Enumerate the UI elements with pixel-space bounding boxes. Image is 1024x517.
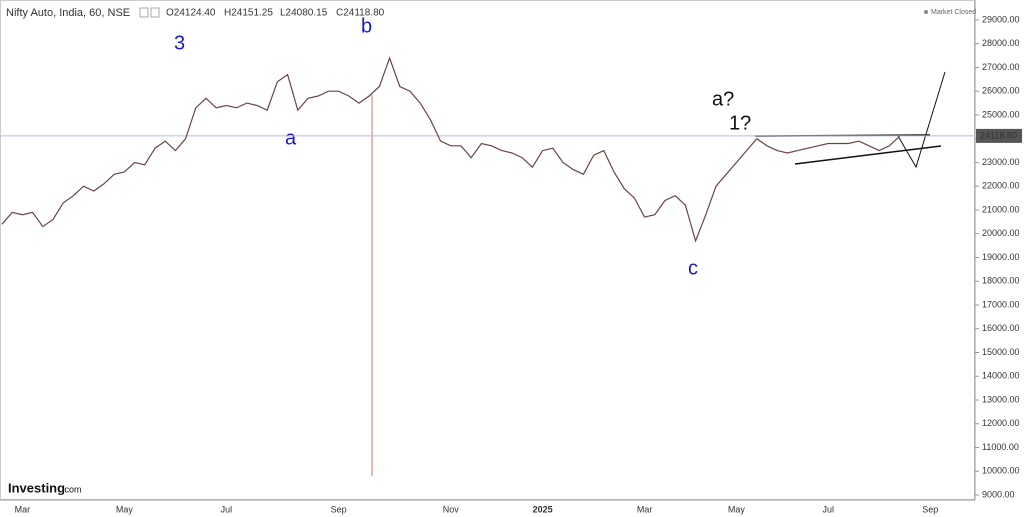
y-tick-label: 19000.00	[982, 252, 1020, 262]
icon	[139, 7, 149, 18]
last-price-box	[976, 128, 1022, 143]
y-tick-label: 27000.00	[982, 62, 1020, 72]
y-tick-label: 22000.00	[982, 181, 1020, 191]
y-tick-label: 9000.00	[982, 489, 1015, 499]
icon	[150, 7, 160, 18]
brand: Investing	[8, 480, 65, 495]
triangle-bottom	[794, 145, 942, 165]
ohlc-open: O24124.40	[166, 8, 216, 19]
ohlc-low: L24080.15	[280, 8, 328, 19]
ohlc-high: H24151.25	[224, 8, 273, 19]
status-dot	[924, 10, 928, 14]
y-tick-label: 16000.00	[982, 323, 1020, 333]
wave-label: 3	[174, 32, 185, 54]
wave-label: a	[285, 127, 297, 149]
y-tick-label: 28000.00	[982, 38, 1020, 48]
y-tick-label: 14000.00	[982, 371, 1020, 381]
y-tick-label: 29000.00	[982, 14, 1020, 24]
x-tick-label: Mar	[15, 504, 31, 514]
last-price-label: 24118.80	[980, 130, 1017, 140]
y-tick-label: 11000.00	[982, 442, 1019, 452]
ohlc-close: C24118.80	[336, 8, 385, 19]
x-tick-label: Jul	[221, 504, 233, 514]
chart-title: Nifty Auto, India, 60, NSE	[6, 7, 130, 19]
market-status: Market Closed	[931, 9, 976, 16]
price-line	[1, 56, 901, 243]
x-tick-label: May	[728, 504, 746, 514]
wave-label: c	[688, 257, 698, 279]
x-tick-label: 2025	[533, 504, 553, 514]
y-tick-label: 17000.00	[982, 299, 1020, 309]
plot-frame	[0, 0, 975, 500]
x-tick-label: May	[116, 504, 134, 514]
x-tick-label: Mar	[637, 504, 653, 514]
y-tick-label: 20000.00	[982, 228, 1020, 238]
x-tick-label: Jul	[822, 504, 834, 514]
y-tick-label: 10000.00	[982, 466, 1020, 476]
y-tick-label: 25000.00	[982, 109, 1020, 119]
x-tick-label: Sep	[922, 504, 938, 514]
y-tick-label: 21000.00	[982, 204, 1020, 214]
y-tick-label: 12000.00	[982, 418, 1020, 428]
projection	[897, 71, 946, 169]
wave-label: a?	[712, 88, 734, 110]
x-tick-label: Sep	[331, 504, 347, 514]
y-tick-label: 13000.00	[982, 394, 1020, 404]
brand-suffix: .com	[62, 484, 82, 494]
y-tick-label: 26000.00	[982, 86, 1020, 96]
y-tick-label: 23000.00	[982, 157, 1020, 167]
y-tick-label: 18000.00	[982, 276, 1020, 286]
y-tick-label: 15000.00	[982, 347, 1020, 357]
wave-label: b	[361, 15, 372, 37]
x-tick-label: Nov	[443, 504, 460, 514]
wave-label: 1?	[729, 112, 751, 134]
